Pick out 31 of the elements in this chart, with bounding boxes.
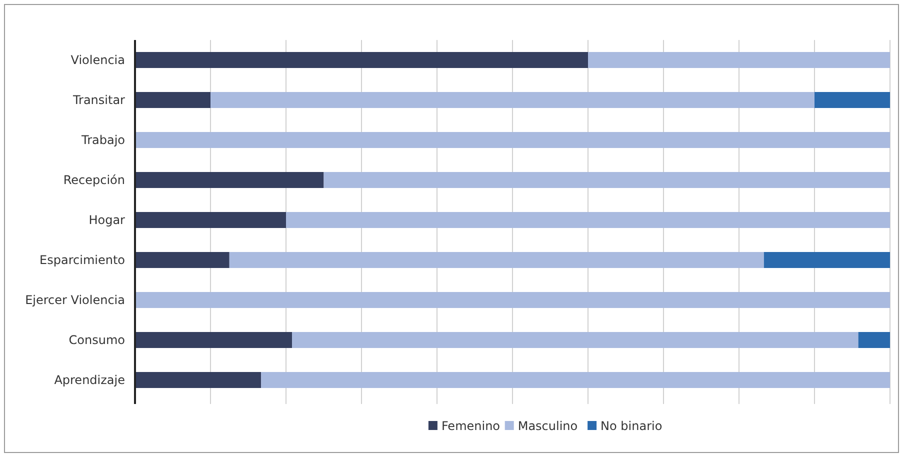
- y-tick-label: Esparcimiento: [40, 253, 125, 268]
- bar: [324, 172, 890, 188]
- bar: [814, 92, 890, 108]
- bar: [764, 252, 890, 268]
- bar: [135, 252, 230, 268]
- y-tick-label: Hogar: [88, 213, 126, 228]
- bar: [261, 372, 890, 388]
- legend-label: No binario: [600, 419, 662, 434]
- bar: [135, 332, 292, 348]
- bar: [135, 92, 210, 108]
- bar: [135, 52, 588, 68]
- y-tick-label: Ejercer Violencia: [25, 293, 125, 308]
- bar: [135, 132, 890, 148]
- legend-label: Masculino: [518, 419, 578, 434]
- bar: [292, 332, 858, 348]
- bar: [229, 252, 764, 268]
- bar: [135, 292, 890, 308]
- bar: [858, 332, 890, 348]
- bar: [286, 212, 890, 228]
- bar: [135, 372, 262, 388]
- y-tick-label: Transitar: [72, 93, 126, 108]
- legend-label: Femenino: [441, 419, 500, 434]
- bar: [210, 92, 814, 108]
- bar: [135, 212, 286, 228]
- bar: [588, 52, 890, 68]
- y-tick-label: Recepción: [63, 173, 125, 188]
- bar: [135, 172, 324, 188]
- y-tick-label: Violencia: [70, 53, 125, 68]
- y-tick-label: Consumo: [68, 333, 125, 348]
- y-tick-label: Trabajo: [80, 133, 125, 148]
- y-tick-label: Aprendizaje: [54, 373, 125, 388]
